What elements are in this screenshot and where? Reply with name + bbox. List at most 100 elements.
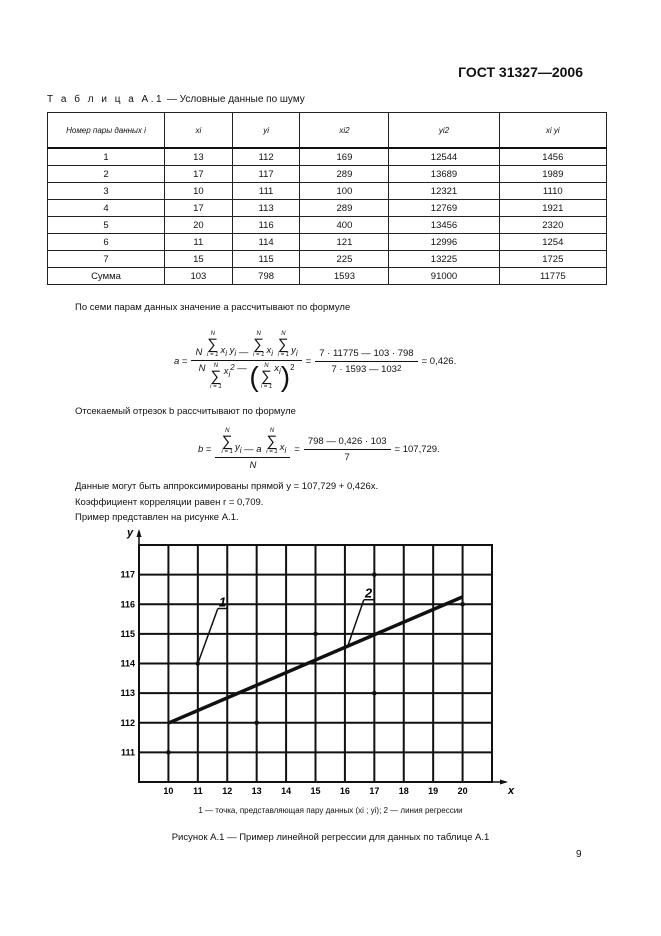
table-header-row: Номер пары данных i xi yi xi2 yi2 xi yi — [47, 112, 608, 149]
table-cell: 17 — [164, 165, 233, 183]
data-point — [372, 572, 377, 577]
paragraph-approx: Данные могут быть аппроксимированы прямо… — [75, 481, 379, 492]
table-cell: 13225 — [388, 250, 500, 268]
col-xy: xi yi — [498, 112, 608, 149]
table-cell: 5 — [47, 216, 165, 234]
table-cell: 100 — [299, 182, 390, 200]
y-tick-label: 112 — [120, 718, 135, 728]
paragraph-b: Отсекаемый отрезок b рассчитывают по фор… — [75, 406, 296, 417]
table-cell: Сумма — [47, 267, 165, 285]
x-tick-label: 15 — [310, 786, 320, 795]
table-cell: 114 — [231, 233, 301, 251]
table-caption: Т а б л и ц а А.1 — Условные данные по ш… — [47, 94, 305, 105]
x-tick-label: 18 — [399, 786, 409, 795]
table-row: 1 13 112 169 12544 1456 — [47, 147, 608, 166]
y-tick-label: 117 — [120, 570, 135, 580]
table-cell: 2 — [47, 165, 165, 183]
table-cell: 11775 — [498, 267, 608, 285]
table-row: 3 10 111 100 12321 1110 — [47, 182, 608, 200]
col-x2: xi2 — [299, 112, 390, 149]
data-point — [460, 601, 465, 607]
figure-caption: Рисунок А.1 — Пример линейной регрессии … — [171, 832, 490, 843]
annotation-label: 2 — [364, 586, 373, 601]
table-cell: 10 — [164, 182, 233, 200]
y-axis-arrow — [136, 529, 142, 537]
x-tick-label: 20 — [458, 786, 468, 795]
table-row: Сумма 103 798 1593 91000 11775 — [47, 267, 608, 285]
table-cell: 6 — [47, 233, 165, 251]
table-cell: 15 — [164, 250, 233, 268]
paragraph-correlation: Коэффициент корреляции равен r = 0,709. — [75, 497, 264, 508]
table-row: 6 11 114 121 12996 1254 — [47, 233, 608, 251]
col-y: yi — [231, 112, 301, 149]
formula-a: a = N N ∑ i = 1 xi yi — N ∑ i = 1 xi N ∑ i = 1 yi… — [174, 331, 457, 392]
regression-chart: 10 11 12 13 14 15 16 17 18 19 20111112113114115116… — [120, 527, 515, 795]
table-cell: 116 — [231, 216, 301, 234]
y-tick-label: 114 — [120, 659, 135, 669]
annotation-label: 1 — [219, 595, 226, 610]
table-cell: 798 — [231, 267, 301, 285]
page-number: 9 — [576, 849, 582, 860]
table-cell: 400 — [299, 216, 390, 234]
formula-b: b = N ∑ i = 1 yi — a N ∑ i = 1 xi N = 798 — 0,4… — [198, 427, 440, 471]
table-cell: 1593 — [299, 267, 390, 285]
table-row: 7 15 115 225 13225 1725 — [47, 250, 608, 268]
table-cell: 12996 — [388, 233, 500, 251]
table-cell: 91000 — [388, 267, 500, 285]
table-cell: 1989 — [498, 165, 608, 183]
paragraph-a: По семи парам данных значение a рассчиты… — [75, 302, 351, 313]
table-cell: 225 — [299, 250, 390, 268]
x-axis-arrow — [500, 779, 508, 785]
formula-b-result: = 107,729. — [394, 443, 440, 455]
data-table: Номер пары данных i xi yi xi2 yi2 xi yi … — [47, 112, 608, 285]
paragraph-example: Пример представлен на рисунке А.1. — [75, 512, 239, 523]
table-cell: 169 — [299, 147, 390, 166]
table-cell: 12321 — [388, 182, 500, 200]
table-row: 2 17 117 289 13689 1989 — [47, 165, 608, 183]
x-tick-label: 17 — [369, 786, 379, 795]
y-tick-label: 115 — [120, 629, 135, 639]
x-tick-label: 16 — [340, 786, 350, 795]
table-cell: 121 — [299, 233, 390, 251]
table-cell: 13 — [164, 147, 233, 166]
table-cell: 1456 — [498, 147, 608, 166]
table-cell: 112 — [231, 147, 301, 166]
x-tick-label: 14 — [281, 786, 291, 795]
standard-header: ГОСТ 31327—2006 — [458, 64, 583, 80]
data-point — [313, 631, 318, 637]
data-point — [254, 720, 259, 726]
formula-a-result: = 0,426. — [421, 355, 457, 367]
table-cell: 111 — [231, 182, 301, 200]
table-row: 4 17 113 289 12769 1921 — [47, 199, 608, 217]
table-label: Т а б л и ц а А.1 — [47, 94, 165, 105]
table-cell: 1921 — [498, 199, 608, 217]
x-axis-label: x — [507, 785, 515, 795]
table-cell: 1725 — [498, 250, 608, 268]
table-cell: 3 — [47, 182, 165, 200]
table-cell: 117 — [231, 165, 301, 183]
table-cell: 11 — [164, 233, 233, 251]
formula-b-numerator: 798 — 0,426 · 103 — [303, 436, 391, 450]
table-cell: 289 — [299, 165, 390, 183]
table-cell: 1110 — [498, 182, 608, 200]
annotation-leader — [347, 599, 365, 646]
y-tick-label: 116 — [120, 599, 135, 609]
col-x: xi — [164, 112, 233, 149]
table-title: — Условные данные по шуму — [164, 94, 305, 105]
table-cell: 12769 — [388, 199, 500, 217]
table-cell: 12544 — [388, 147, 500, 166]
formula-a-denominator: 7 · 1593 — 103 — [331, 363, 397, 375]
annotation-leader — [197, 608, 219, 664]
col-pair-number: Номер пары данных i — [47, 112, 165, 149]
formula-b-denominator: 7 — [344, 451, 350, 463]
table-cell: 4 — [47, 199, 165, 217]
table-cell: 7 — [47, 250, 165, 268]
table-cell: 13689 — [388, 165, 500, 183]
table-row: 5 20 116 400 13456 2320 — [47, 216, 608, 234]
formula-a-numerator: 7 · 11775 — 103 · 798 — [315, 348, 418, 362]
x-tick-label: 12 — [222, 786, 232, 795]
table-cell: 1254 — [498, 233, 608, 251]
table-cell: 115 — [231, 250, 301, 268]
table-cell: 13456 — [388, 216, 500, 234]
